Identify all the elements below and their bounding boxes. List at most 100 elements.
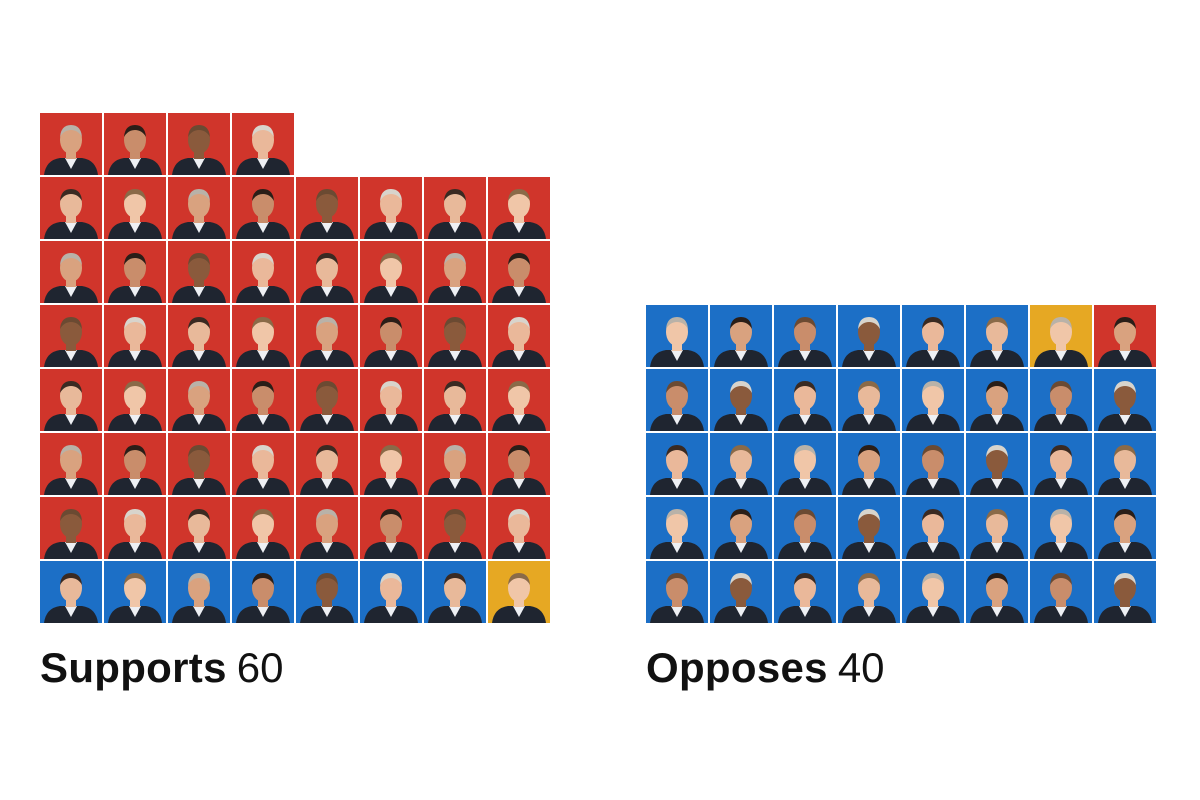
portrait-photo-icon [906,445,960,495]
portrait-photo-icon [44,189,98,239]
opposes-title: Opposes [646,644,828,691]
senator-portrait-republican [104,433,166,495]
portrait-photo-icon [300,189,354,239]
senator-portrait-republican [424,177,486,239]
senator-portrait-democrat [646,433,708,495]
supports-senator-grid [40,113,552,623]
senator-portrait-democrat [966,497,1028,559]
senator-portrait-republican [168,177,230,239]
senator-portrait-democrat [838,369,900,431]
senator-portrait-republican [40,241,102,303]
portrait-photo-icon [300,381,354,431]
portrait-photo-icon [428,189,482,239]
senator-portrait-republican [168,241,230,303]
senator-portrait-democrat [966,369,1028,431]
portrait-photo-icon [236,381,290,431]
portrait-photo-icon [970,573,1024,623]
senator-portrait-republican [424,305,486,367]
portrait-photo-icon [300,573,354,623]
portrait-photo-icon [44,573,98,623]
portrait-photo-icon [108,381,162,431]
senator-portrait-democrat [838,433,900,495]
senator-portrait-republican [488,177,550,239]
senator-portrait-democrat [966,305,1028,367]
portrait-photo-icon [428,253,482,303]
senator-portrait-democrat [838,305,900,367]
senator-portrait-republican [360,177,422,239]
portrait-photo-icon [172,509,226,559]
senator-portrait-republican [424,433,486,495]
portrait-photo-icon [1034,509,1088,559]
senator-portrait-democrat [168,561,230,623]
senator-portrait-democrat [774,305,836,367]
portrait-photo-icon [842,317,896,367]
portrait-photo-icon [108,445,162,495]
senator-portrait-independent [1030,305,1092,367]
senator-portrait-republican [360,241,422,303]
portrait-photo-icon [172,189,226,239]
senator-portrait-democrat [1094,369,1156,431]
portrait-photo-icon [236,573,290,623]
senator-portrait-republican [104,369,166,431]
portrait-photo-icon [842,573,896,623]
opposes-count: 40 [837,644,885,691]
senator-portrait-republican [296,305,358,367]
portrait-photo-icon [44,445,98,495]
portrait-photo-icon [300,317,354,367]
senator-portrait-republican [488,433,550,495]
senator-portrait-republican [40,433,102,495]
senator-portrait-republican [168,305,230,367]
senator-portrait-republican [296,177,358,239]
senator-portrait-republican [168,369,230,431]
senator-portrait-republican [424,241,486,303]
senator-portrait-democrat [710,433,772,495]
senator-portrait-democrat [710,561,772,623]
portrait-photo-icon [44,125,98,175]
portrait-photo-icon [1098,381,1152,431]
portrait-photo-icon [778,509,832,559]
portrait-photo-icon [300,445,354,495]
portrait-photo-icon [492,189,546,239]
senator-portrait-republican [296,369,358,431]
portrait-photo-icon [172,573,226,623]
portrait-photo-icon [108,125,162,175]
senator-portrait-republican [296,497,358,559]
senator-portrait-democrat [646,369,708,431]
portrait-photo-icon [492,445,546,495]
portrait-photo-icon [492,253,546,303]
portrait-photo-icon [778,573,832,623]
senator-portrait-republican [424,369,486,431]
portrait-photo-icon [778,317,832,367]
portrait-photo-icon [650,573,704,623]
portrait-photo-icon [1034,573,1088,623]
senator-portrait-republican [104,241,166,303]
senator-portrait-republican [40,497,102,559]
senator-portrait-democrat [646,561,708,623]
portrait-photo-icon [172,381,226,431]
portrait-photo-icon [236,125,290,175]
portrait-photo-icon [906,509,960,559]
portrait-photo-icon [492,381,546,431]
senator-portrait-democrat [710,369,772,431]
senator-portrait-republican [168,113,230,175]
portrait-photo-icon [236,445,290,495]
senator-portrait-democrat [646,497,708,559]
senator-portrait-republican [488,305,550,367]
opposes-senator-grid [646,305,1158,623]
senator-portrait-democrat [774,433,836,495]
portrait-photo-icon [778,445,832,495]
portrait-photo-icon [1098,573,1152,623]
senator-portrait-republican [40,305,102,367]
senator-portrait-democrat [902,497,964,559]
senator-portrait-republican [296,241,358,303]
senator-portrait-democrat [838,497,900,559]
senator-portrait-democrat [1030,433,1092,495]
senator-portrait-republican [360,433,422,495]
senator-portrait-democrat [966,561,1028,623]
senator-portrait-democrat [966,433,1028,495]
portrait-photo-icon [108,573,162,623]
senator-portrait-republican [40,369,102,431]
portrait-photo-icon [108,317,162,367]
portrait-photo-icon [172,445,226,495]
senator-portrait-republican [168,433,230,495]
